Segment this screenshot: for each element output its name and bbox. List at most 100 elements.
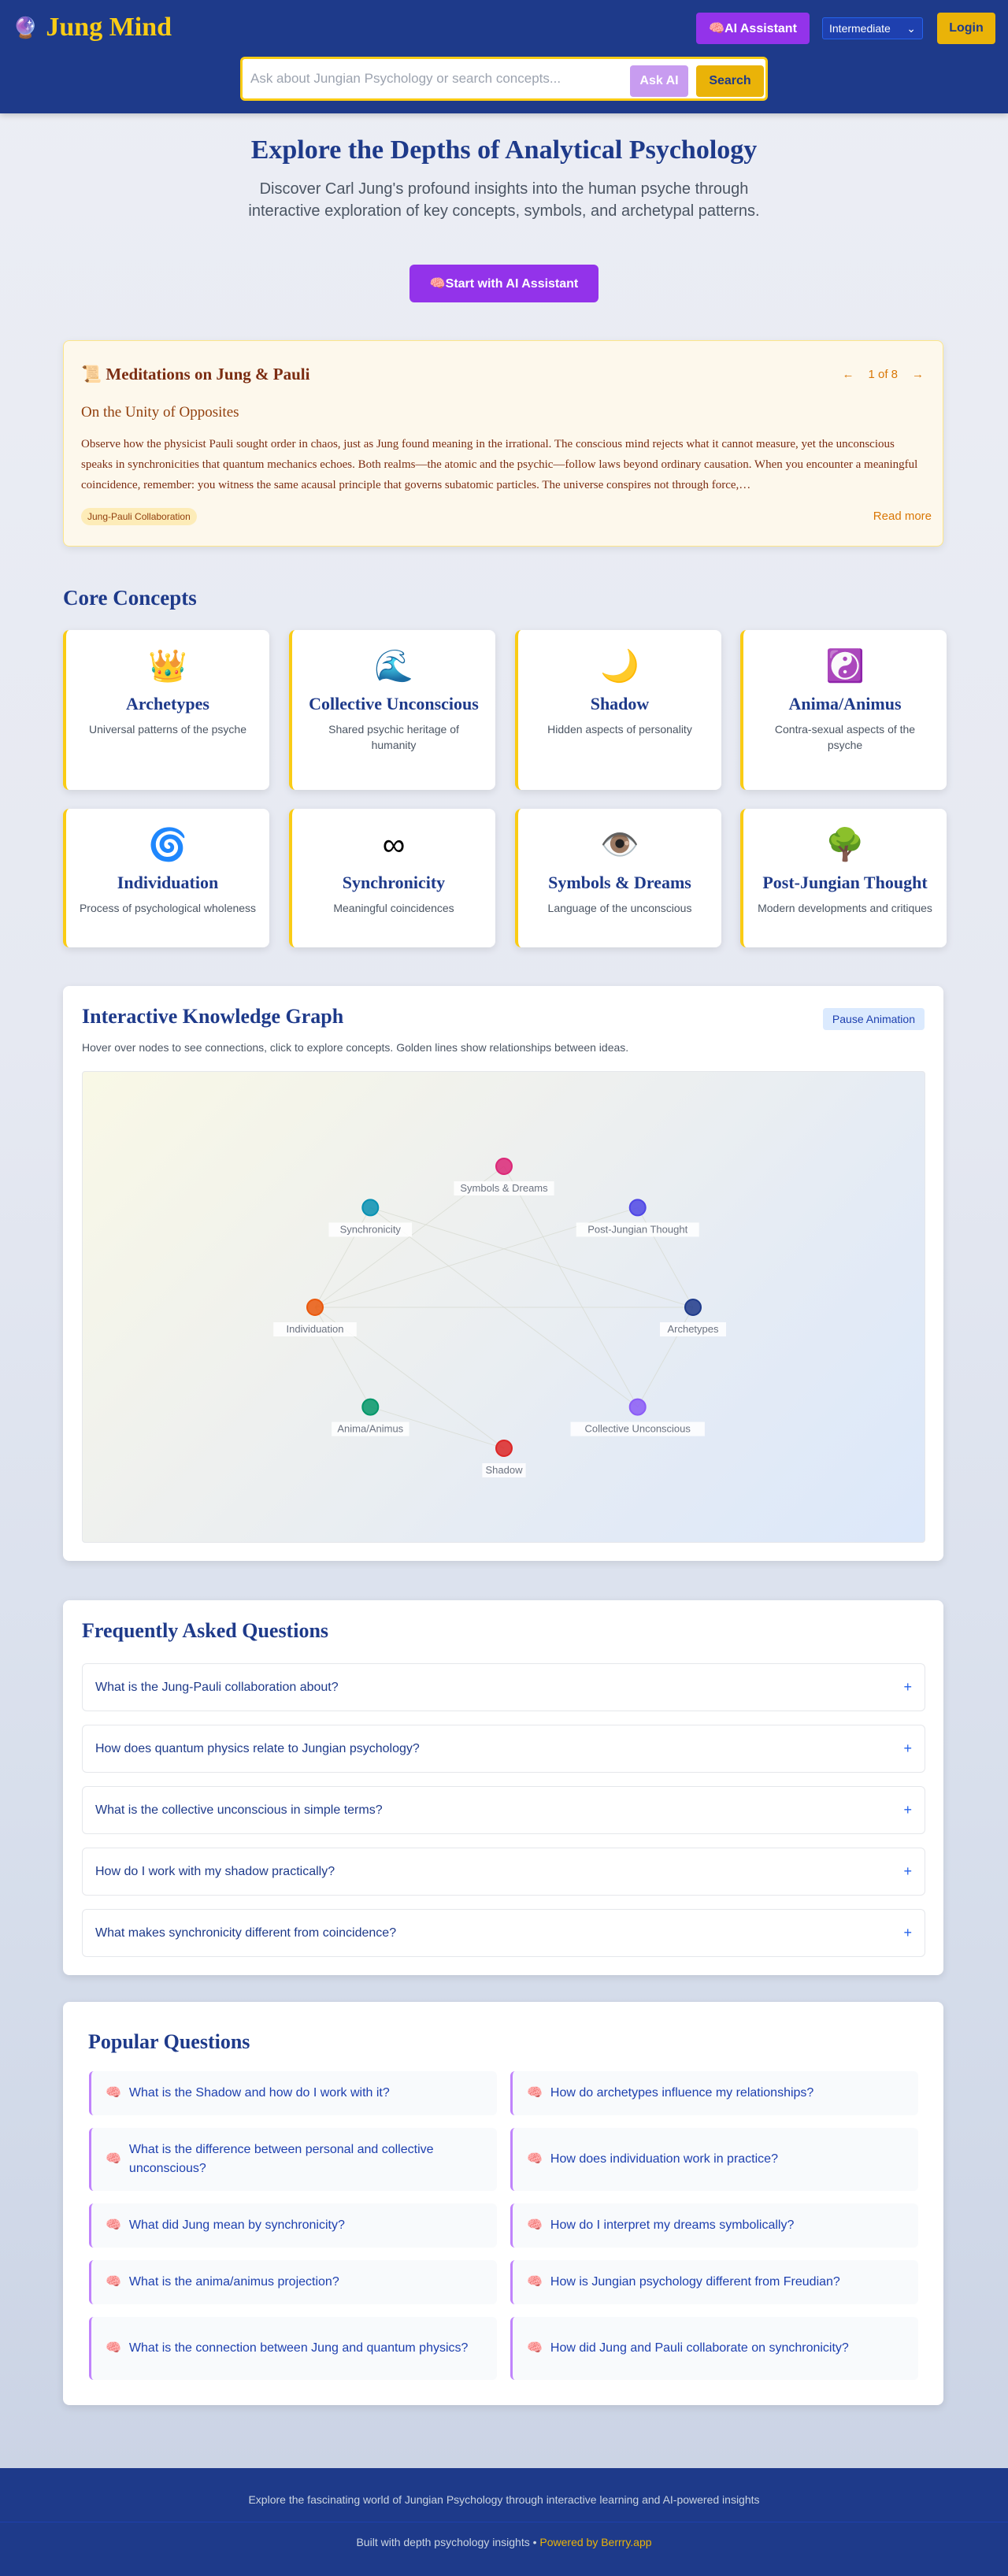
graph-node[interactable]: Archetypes <box>660 1299 726 1336</box>
graph-node[interactable]: Symbols & Dreams <box>454 1158 554 1195</box>
concept-title: Post-Jungian Thought <box>762 873 928 892</box>
node-circle[interactable] <box>495 1158 513 1175</box>
concept-card[interactable]: ☯️ Anima/Animus Contra-sexual aspects of t… <box>740 630 947 790</box>
footer-credits: Built with depth psychology insights • P… <box>0 2536 1008 2548</box>
concept-title: Anima/Animus <box>788 694 902 713</box>
brain-icon: 🧠 <box>527 2275 543 2289</box>
graph-node[interactable]: Collective Unconscious <box>570 1398 705 1436</box>
graph-node[interactable]: Shadow <box>482 1440 526 1477</box>
ask-ai-button[interactable]: Ask AI <box>630 65 688 97</box>
brain-icon: 🧠 <box>527 2218 543 2232</box>
popular-question[interactable]: 🧠 How do I interpret my dreams symbolical… <box>510 2203 918 2248</box>
graph-canvas[interactable]: Symbols & Dreams Post-Jungian Thought Arch… <box>82 1071 925 1543</box>
faq-item[interactable]: How do I work with my shadow practically… <box>82 1848 925 1896</box>
node-label-bg <box>332 1421 410 1436</box>
question-text: How do I interpret my dreams symbolicall… <box>550 2218 795 2232</box>
faq-item[interactable]: What is the Jung-Pauli collaboration abo… <box>82 1663 925 1711</box>
graph-title: Interactive Knowledge Graph <box>82 1005 344 1028</box>
core-concepts-title: Core Concepts <box>63 586 197 610</box>
popular-question[interactable]: 🧠 How does individuation work in practice… <box>510 2128 918 2191</box>
concept-icon: 👁️ <box>600 828 639 862</box>
concept-card[interactable]: 🌳 Post-Jungian Thought Modern developments… <box>740 809 947 947</box>
concept-icon: ∞ <box>382 828 406 862</box>
popular-question[interactable]: 🧠 What is the difference between personal… <box>89 2128 497 2191</box>
node-label: Anima/Animus <box>337 1423 403 1435</box>
popular-question[interactable]: 🧠 What did Jung mean by synchronicity? <box>89 2203 497 2248</box>
concept-card[interactable]: 👑 Archetypes Universal patterns of the psy… <box>63 630 269 790</box>
concept-description: Meaningful coincidences <box>333 902 454 914</box>
prev-arrow-icon[interactable]: ← <box>842 368 854 381</box>
brain-icon: 🧠 <box>527 2341 543 2355</box>
concept-description: Universal patterns of the psyche <box>89 723 246 736</box>
popular-question[interactable]: 🧠 How do archetypes influence my relation… <box>510 2071 918 2115</box>
concept-icon: 🌊 <box>374 649 413 684</box>
graph-edge <box>314 1207 371 1308</box>
concept-icon: 🌀 <box>148 828 187 862</box>
node-circle[interactable] <box>684 1299 702 1316</box>
node-circle[interactable] <box>628 1398 647 1416</box>
graph-edge <box>314 1307 371 1407</box>
graph-node[interactable]: Post-Jungian Thought <box>576 1199 699 1237</box>
read-more-link[interactable]: Read more <box>873 510 932 523</box>
brain-icon: 🧠 <box>106 2086 121 2100</box>
faq-question: What makes synchronicity different from … <box>95 1926 397 1940</box>
search-bar: Ask AI Search <box>240 57 768 101</box>
node-label-bg <box>328 1222 413 1237</box>
next-arrow-icon[interactable]: → <box>912 368 924 381</box>
question-text: How is Jungian psychology different from… <box>550 2275 840 2289</box>
knowledge-graph-panel: Interactive Knowledge Graph Pause Animat… <box>63 986 943 1561</box>
node-circle[interactable] <box>306 1299 324 1316</box>
search-input[interactable] <box>250 65 628 92</box>
concept-description: Hidden aspects of personality <box>547 723 692 736</box>
faq-item[interactable]: How does quantum physics relate to Jungi… <box>82 1725 925 1773</box>
faq-item[interactable]: What makes synchronicity different from … <box>82 1909 925 1957</box>
popular-question[interactable]: 🧠 What is the connection between Jung and… <box>89 2317 497 2380</box>
logo[interactable]: 🔮 Jung Mind <box>13 13 172 43</box>
node-circle[interactable] <box>361 1199 380 1217</box>
meditation-title: 📜 Meditations on Jung & Pauli <box>81 365 310 384</box>
faq-question: How do I work with my shadow practically… <box>95 1864 335 1878</box>
concept-card[interactable]: 🌙 Shadow Hidden aspects of personality <box>515 630 721 790</box>
popular-questions-panel: Popular Questions 🧠 What is the Shadow an… <box>63 2002 943 2405</box>
hero-subtitle: Discover Carl Jung's profound insights i… <box>248 180 760 220</box>
node-circle[interactable] <box>628 1199 647 1217</box>
faq-panel: Frequently Asked Questions What is the J… <box>63 1600 943 1975</box>
ai-assistant-button[interactable]: 🧠AI Assistant <box>696 13 810 44</box>
concept-description: Language of the unconscious <box>547 902 692 914</box>
question-text: What is the anima/animus projection? <box>128 2275 339 2289</box>
concept-description: Contra-sexual aspects of the psyche <box>774 723 916 751</box>
graph-node[interactable]: Anima/Animus <box>332 1398 410 1436</box>
question-text: How did Jung and Pauli collaborate on sy… <box>550 2341 849 2355</box>
concept-card[interactable]: 🌊 Collective Unconscious Shared psychic he… <box>289 630 495 790</box>
concept-card[interactable]: 🌀 Individuation Process of psychological w… <box>63 809 269 947</box>
search-button[interactable]: Search <box>696 65 764 97</box>
login-button[interactable]: Login <box>937 13 995 44</box>
popular-question[interactable]: 🧠 How did Jung and Pauli collaborate on s… <box>510 2317 918 2380</box>
brain-icon: 🧠 <box>106 2275 121 2289</box>
graph-description: Hover over nodes to see connections, cli… <box>82 1041 629 1054</box>
faq-title: Frequently Asked Questions <box>82 1619 329 1642</box>
faq-item[interactable]: What is the collective unconscious in si… <box>82 1786 925 1834</box>
popular-question[interactable]: 🧠 What is the Shadow and how do I work wi… <box>89 2071 497 2115</box>
node-circle[interactable] <box>361 1398 380 1416</box>
concept-card[interactable]: 👁️ Symbols & Dreams Language of the uncons… <box>515 809 721 947</box>
graph-node[interactable]: Individuation <box>273 1299 357 1336</box>
pause-animation-button[interactable]: Pause Animation <box>822 1008 925 1030</box>
meditation-subtitle: On the Unity of Opposites <box>81 404 239 421</box>
powered-by-link[interactable]: Powered by Berrry.app <box>539 2536 652 2548</box>
concept-title: Archetypes <box>126 694 209 713</box>
popular-question[interactable]: 🧠 How is Jungian psychology different fro… <box>510 2260 918 2304</box>
concept-title: Shadow <box>590 694 650 713</box>
level-select[interactable]: Intermediate ⌄ <box>822 17 923 39</box>
graph-svg[interactable]: Symbols & Dreams Post-Jungian Thought Arch… <box>83 1072 926 1544</box>
graph-edge <box>637 1307 694 1407</box>
node-circle[interactable] <box>495 1440 513 1457</box>
graph-node[interactable]: Synchronicity <box>328 1199 413 1237</box>
faq-question: What is the Jung-Pauli collaboration abo… <box>95 1680 339 1694</box>
start-ai-button[interactable]: 🧠Start with AI Assistant <box>410 265 598 302</box>
concept-card[interactable]: ∞ Synchronicity Meaningful coincidences <box>289 809 495 947</box>
brain-icon: 🧠 <box>527 2152 543 2166</box>
question-text: What is the difference between personal … <box>128 2143 434 2175</box>
chevron-down-icon: ⌄ <box>906 21 916 35</box>
popular-question[interactable]: 🧠 What is the anima/animus projection? <box>89 2260 497 2304</box>
